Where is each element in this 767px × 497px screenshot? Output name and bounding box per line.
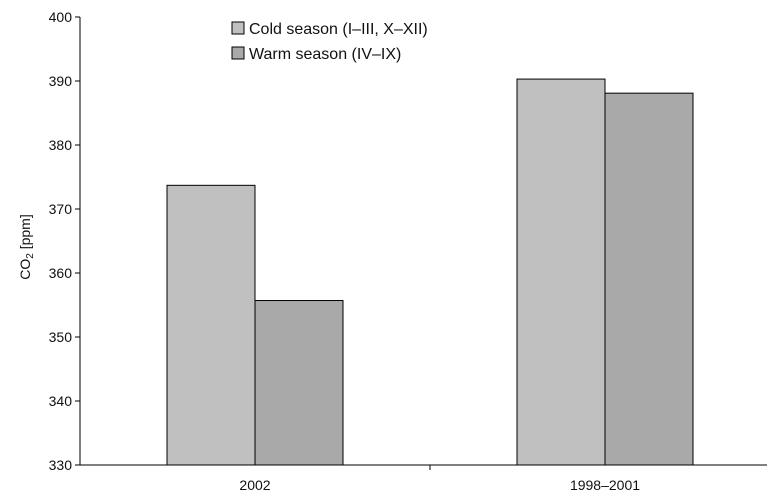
legend-label: Cold season (I–III, X–XII) — [249, 21, 428, 38]
y-tick-label: 380 — [49, 137, 73, 153]
bar-cold-0 — [166, 184, 256, 466]
y-axis-label: CO2 [ppm] — [17, 214, 36, 279]
y-tick-label: 330 — [49, 457, 73, 473]
bar-cold-1 — [516, 78, 606, 466]
x-tick-label: 1998–2001 — [570, 477, 640, 493]
y-tick-label: 360 — [49, 265, 73, 281]
bars — [166, 78, 694, 466]
legend: Cold season (I–III, X–XII) Warm season (I… — [231, 21, 428, 63]
y-tick-label: 350 — [49, 329, 73, 345]
bar-warm-1 — [604, 92, 694, 466]
y-tick-label: 400 — [49, 9, 73, 25]
bar-warm-0 — [254, 300, 344, 466]
x-tick-label: 2002 — [239, 477, 270, 493]
y-tick-label: 390 — [49, 73, 73, 89]
y-tick-label: 370 — [49, 201, 73, 217]
legend-label: Warm season (IV–IX) — [249, 46, 401, 63]
y-axis: 330 340 350 360 370 380 390 400 — [49, 9, 81, 473]
y-tick-label: 340 — [49, 393, 73, 409]
legend-swatch — [231, 46, 245, 60]
x-axis: 2002 1998–2001 — [80, 464, 767, 493]
legend-swatch — [231, 21, 245, 35]
